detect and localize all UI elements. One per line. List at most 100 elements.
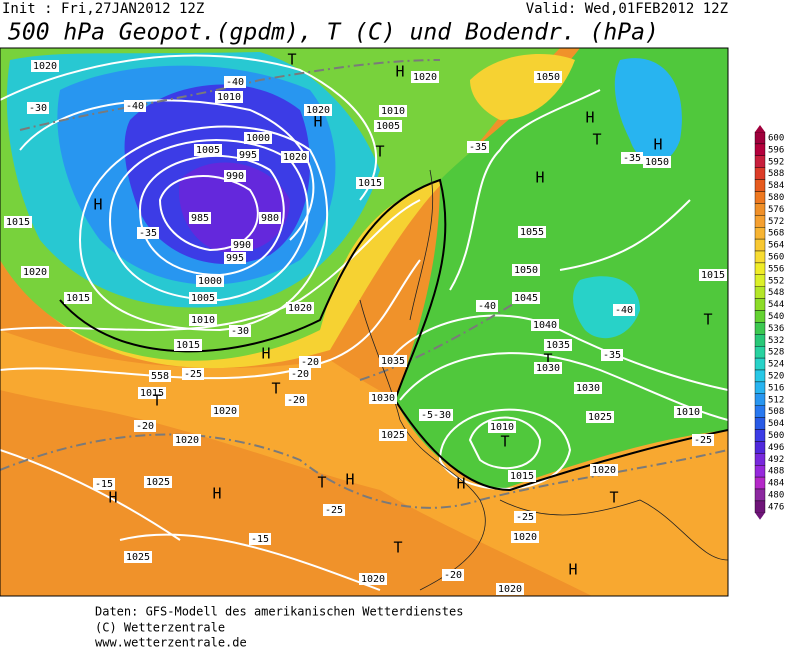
map-label: 1020 bbox=[21, 266, 49, 278]
map-label: H bbox=[585, 109, 594, 127]
isoline-label: 995 bbox=[226, 253, 244, 264]
isoline-label: 1045 bbox=[514, 293, 538, 304]
colorbar-cap bbox=[755, 125, 765, 132]
colorbar-cap bbox=[755, 512, 765, 520]
isoline-label: 1050 bbox=[645, 157, 669, 168]
colorbar-label: 560 bbox=[768, 252, 784, 262]
colorbar-cell bbox=[754, 298, 766, 311]
map-label: -40 bbox=[613, 304, 635, 316]
colorbar-label: 580 bbox=[768, 193, 784, 203]
label-box bbox=[586, 411, 614, 423]
isobars bbox=[0, 54, 728, 591]
map-label: 1015 bbox=[4, 216, 32, 228]
isoline-label: 1015 bbox=[701, 270, 725, 281]
isoline-label: 558 bbox=[151, 371, 169, 382]
colorbar-cell bbox=[754, 429, 766, 442]
label-box bbox=[643, 156, 671, 168]
map-label: 1000 bbox=[244, 132, 272, 144]
isoline-label: -20 bbox=[444, 570, 462, 581]
map-label: T bbox=[500, 433, 509, 451]
colorbar-cell bbox=[754, 465, 766, 478]
field-band bbox=[573, 276, 640, 339]
pressure-center: T bbox=[703, 311, 712, 329]
map-label: H bbox=[568, 561, 577, 579]
label-box bbox=[134, 420, 156, 432]
map-label: 995 bbox=[224, 252, 246, 264]
label-box bbox=[231, 239, 253, 251]
isoline-label: 1010 bbox=[676, 407, 700, 418]
isoline-label: -20 bbox=[136, 421, 154, 432]
map-label: 1025 bbox=[144, 476, 172, 488]
map-label: 1020 bbox=[496, 583, 524, 595]
isoline-label: 1030 bbox=[536, 363, 560, 374]
isoline-label: -20 bbox=[301, 357, 319, 368]
map-label: T bbox=[375, 143, 384, 161]
pressure-center: T bbox=[152, 392, 161, 410]
isoline-label: 1050 bbox=[514, 265, 538, 276]
colorbar-cell bbox=[754, 488, 766, 502]
contour-558 bbox=[59, 178, 728, 492]
isoline-label: -40 bbox=[615, 305, 633, 316]
map-label: -30 bbox=[229, 325, 251, 337]
colorbar-label: 552 bbox=[768, 276, 784, 286]
pressure-center: H bbox=[585, 109, 594, 127]
isoline-label: 1020 bbox=[498, 584, 522, 595]
label-box bbox=[194, 144, 222, 156]
colorbar-label: 556 bbox=[768, 264, 784, 274]
map-label: H bbox=[313, 113, 322, 131]
pressure-center: H bbox=[261, 345, 270, 363]
colorbar-label: 504 bbox=[768, 419, 784, 429]
colorbar-cell bbox=[754, 155, 766, 168]
map-label: -5-30 bbox=[419, 409, 453, 421]
isoline-label: -15 bbox=[95, 479, 113, 490]
map-label: 1050 bbox=[512, 264, 540, 276]
colorbar-cell bbox=[754, 215, 766, 228]
map-label: T bbox=[592, 131, 601, 149]
map-label: 1020 bbox=[411, 71, 439, 83]
map-label: T bbox=[543, 351, 552, 369]
map-label: 1050 bbox=[643, 156, 671, 168]
isoline-label: 1005 bbox=[191, 293, 215, 304]
map-label: -25 bbox=[692, 434, 714, 446]
map-label: 1055 bbox=[518, 226, 546, 238]
field-band bbox=[0, 330, 728, 596]
colorbar-cell bbox=[754, 131, 766, 145]
colorbar-cell bbox=[754, 500, 766, 513]
map-label: 1040 bbox=[531, 319, 559, 331]
label-box bbox=[467, 141, 489, 153]
pressure-center: T bbox=[393, 539, 402, 557]
colorbar-label: 524 bbox=[768, 360, 784, 370]
isoline-label: 1020 bbox=[592, 465, 616, 476]
map-label: 1020 bbox=[31, 60, 59, 72]
pressure-center: H bbox=[108, 489, 117, 507]
isoline-label: 1010 bbox=[490, 422, 514, 433]
label-box bbox=[289, 368, 311, 380]
label-box bbox=[299, 356, 321, 368]
isoline-label: -25 bbox=[325, 505, 343, 516]
pressure-center: H bbox=[345, 471, 354, 489]
colorbar-cell bbox=[754, 203, 766, 216]
isoline-label: 1035 bbox=[546, 340, 570, 351]
colorbar-cell bbox=[754, 405, 766, 418]
map-label: H bbox=[108, 489, 117, 507]
colorbar-cell bbox=[754, 179, 766, 192]
pressure-center: H bbox=[395, 63, 404, 81]
isoline-label: -35 bbox=[139, 228, 157, 239]
label-box bbox=[31, 60, 59, 72]
map-label: -40 bbox=[124, 100, 146, 112]
colorbar-cell bbox=[754, 381, 766, 394]
colorbar-label: 592 bbox=[768, 157, 784, 167]
map-label: -15 bbox=[93, 478, 115, 490]
isoline-label: 1005 bbox=[196, 145, 220, 156]
field-band bbox=[179, 162, 290, 253]
pressure-center: H bbox=[456, 475, 465, 493]
label-box bbox=[224, 170, 246, 182]
colorbar-cell bbox=[754, 191, 766, 204]
pressure-center: T bbox=[592, 131, 601, 149]
map-label: 1020 bbox=[281, 151, 309, 163]
isoline-label: -40 bbox=[126, 101, 144, 112]
label-box bbox=[369, 392, 397, 404]
label-box bbox=[323, 504, 345, 516]
label-box bbox=[544, 339, 572, 351]
isoline-label: -25 bbox=[694, 435, 712, 446]
